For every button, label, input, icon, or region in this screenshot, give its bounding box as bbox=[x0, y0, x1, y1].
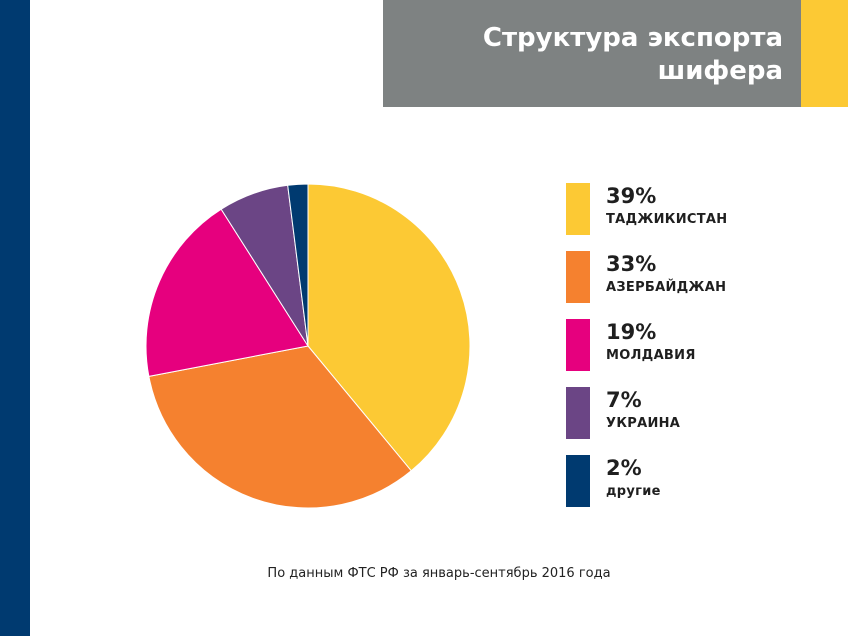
legend-label: УКРАИНА bbox=[606, 416, 681, 431]
pie-slice-other bbox=[287, 183, 309, 347]
legend-swatch bbox=[566, 183, 590, 235]
pie-slice-moldova bbox=[145, 208, 309, 377]
pie-slice-azerbaijan bbox=[148, 345, 412, 509]
legend-swatch bbox=[566, 455, 590, 507]
pie-chart bbox=[145, 183, 471, 509]
legend-item-other: 2% другие bbox=[566, 455, 826, 507]
legend-percent: 2% bbox=[606, 456, 642, 480]
legend-item-tajikistan: 39% ТАДЖИКИСТАН bbox=[566, 183, 826, 235]
legend-percent: 19% bbox=[606, 320, 657, 344]
title-panel: Структура экспорта шифера bbox=[383, 0, 801, 107]
page-title: Структура экспорта шифера bbox=[482, 23, 783, 86]
legend-item-ukraine: 7% УКРАИНА bbox=[566, 387, 826, 439]
chart-legend: 39% ТАДЖИКИСТАН 33% АЗЕРБАЙДЖАН 19% МОЛД… bbox=[566, 183, 826, 523]
legend-swatch bbox=[566, 387, 590, 439]
legend-label: ТАДЖИКИСТАН bbox=[606, 212, 728, 227]
legend-percent: 7% bbox=[606, 388, 642, 412]
legend-swatch bbox=[566, 251, 590, 303]
legend-percent: 33% bbox=[606, 252, 657, 276]
legend-swatch bbox=[566, 319, 590, 371]
legend-label: АЗЕРБАЙДЖАН bbox=[606, 280, 727, 295]
legend-label: другие bbox=[606, 484, 661, 499]
title-accent-bar bbox=[801, 0, 848, 107]
legend-percent: 39% bbox=[606, 184, 657, 208]
legend-item-moldova: 19% МОЛДАВИЯ bbox=[566, 319, 826, 371]
legend-item-azerbaijan: 33% АЗЕРБАЙДЖАН bbox=[566, 251, 826, 303]
legend-label: МОЛДАВИЯ bbox=[606, 348, 696, 363]
left-accent-bar bbox=[0, 0, 30, 636]
source-note: По данным ФТС РФ за январь-сентябрь 2016… bbox=[267, 566, 611, 581]
pie-slice-tajikistan bbox=[307, 183, 471, 472]
